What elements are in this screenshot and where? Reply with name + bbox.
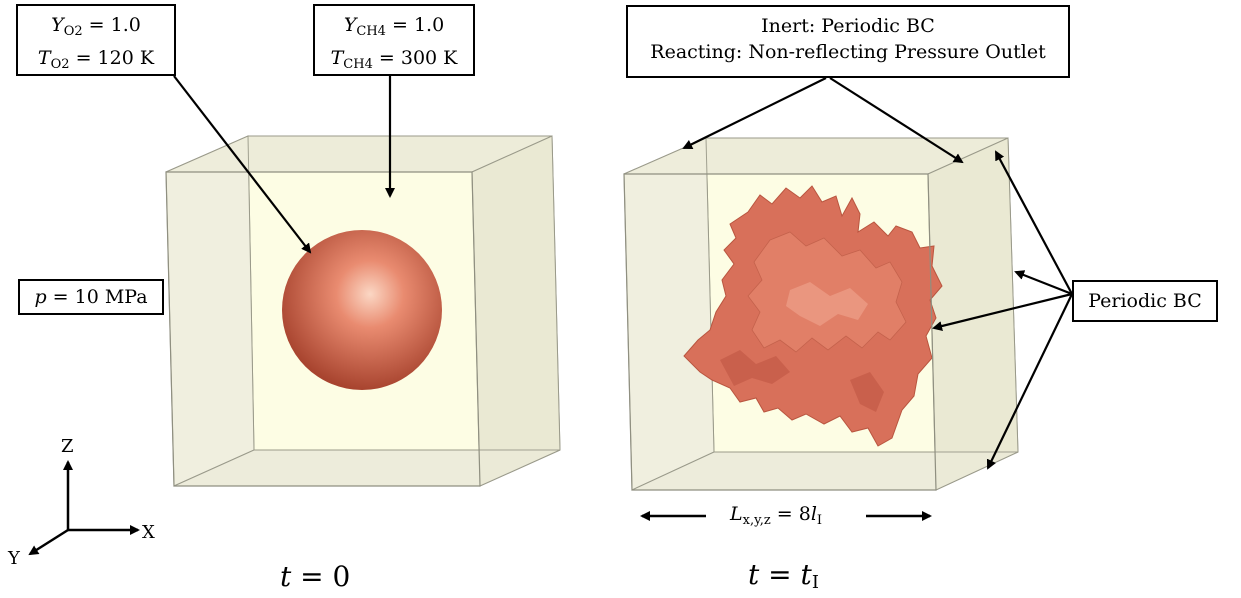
- boundary-condition-box: Inert: Periodic BC Reacting: Non-reflect…: [626, 5, 1070, 78]
- t-ch4-value: = 300 K: [378, 47, 458, 69]
- arrow-bc-to-top-edge: [829, 77, 964, 164]
- pressure-value: = 10 MPa: [52, 286, 148, 308]
- y-axis-arrow: [28, 528, 69, 556]
- length-value: = 8: [776, 503, 811, 525]
- oxygen-condition-box: YO2 = 1.0 TO2 = 120 K: [16, 4, 176, 76]
- coordinate-triad: [28, 460, 140, 556]
- final-time-label: t = tI: [748, 558, 819, 593]
- left-cube-front-frame: [165, 171, 481, 487]
- final-time-var: t: [800, 558, 812, 591]
- y-ch4-symbol: Y: [343, 14, 357, 36]
- right-domain-cube: [623, 137, 1019, 491]
- left-cube-right-face: [471, 135, 561, 487]
- arrow-o2-to-sphere: [173, 75, 312, 254]
- final-time-subscript: I: [811, 572, 819, 593]
- y-o2-symbol: Y: [51, 14, 64, 36]
- pressure-box: p = 10 MPa: [18, 279, 164, 315]
- initial-time-symbol: t: [280, 560, 292, 593]
- length-subscript: x,y,z: [742, 513, 771, 528]
- right-cube-right-face: [927, 137, 1019, 491]
- right-cube-left-face: [623, 137, 715, 491]
- length-scale-symbol: l: [810, 503, 817, 525]
- right-cube-front-frame: [623, 173, 937, 491]
- final-time-equals: =: [768, 558, 801, 591]
- left-cube-left-face: [165, 135, 255, 487]
- y-ch4-value: = 1.0: [391, 14, 445, 36]
- y-o2-value: = 1.0: [88, 14, 141, 36]
- arrow-periodic-to-right-face: [1014, 270, 1073, 296]
- length-scale-subscript: I: [816, 513, 823, 528]
- inert-bc-label: Inert: Periodic BC: [761, 15, 935, 37]
- arrow-periodic-to-top-right: [995, 150, 1073, 295]
- pressure-symbol: p: [34, 286, 47, 308]
- z-axis-label: Z: [61, 436, 74, 457]
- arrow-periodic-to-front-face: [932, 292, 1073, 331]
- arrow-bc-to-left-edge: [682, 77, 827, 149]
- domain-length-label: Lx,y,z = 8lI: [730, 503, 822, 528]
- initial-time-value: = 0: [300, 560, 351, 593]
- arrow-periodic-to-bottom-right: [986, 293, 1073, 470]
- x-axis-label: X: [142, 522, 155, 543]
- y-ch4-subscript: CH4: [356, 24, 386, 39]
- y-o2-subscript: O2: [63, 24, 83, 39]
- methane-condition-box: YCH4 = 1.0 TCH4 = 300 K: [313, 4, 475, 76]
- t-o2-value: = 120 K: [75, 47, 155, 69]
- oxygen-droplet-sphere: [282, 230, 442, 390]
- t-o2-symbol: T: [37, 47, 51, 69]
- left-domain-cube: [165, 135, 561, 487]
- initial-time-label: t = 0: [280, 560, 350, 593]
- final-time-symbol: t: [748, 558, 760, 591]
- periodic-bc-label: Periodic BC: [1088, 290, 1202, 312]
- turbulent-flame-surface: [683, 185, 943, 447]
- t-ch4-subscript: CH4: [343, 57, 373, 72]
- t-ch4-symbol: T: [330, 47, 344, 69]
- periodic-bc-box: Periodic BC: [1072, 280, 1218, 322]
- reacting-bc-label: Reacting: Non-reflecting Pressure Outlet: [650, 41, 1046, 63]
- t-o2-subscript: O2: [50, 57, 70, 72]
- length-symbol: L: [730, 503, 743, 525]
- y-axis-label: Y: [8, 548, 20, 569]
